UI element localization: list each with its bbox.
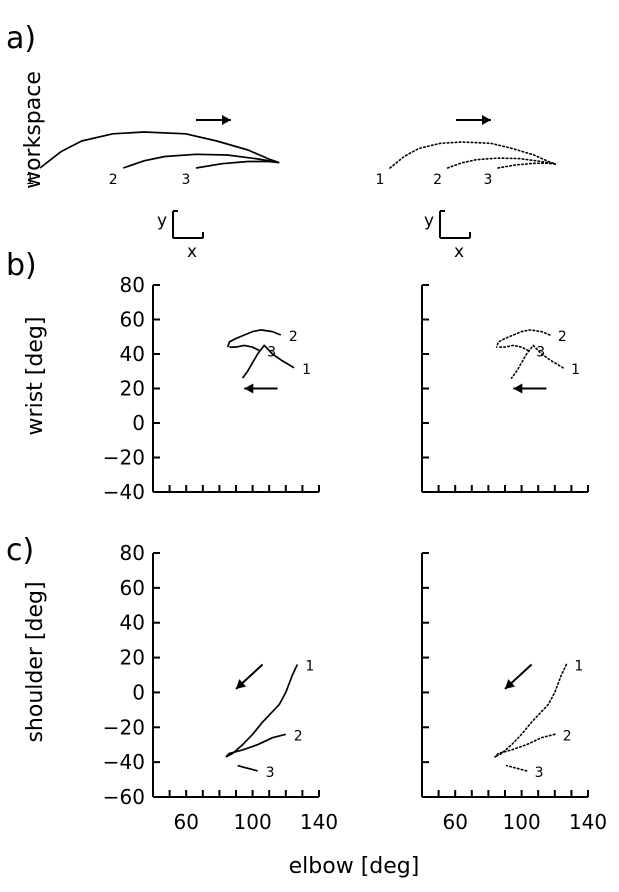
- shoulder-ytick-label: −40: [103, 750, 145, 774]
- wrist-right-series-label-3: 3: [536, 345, 545, 361]
- shoulder-right-series-label-3: 3: [535, 765, 544, 781]
- shoulder-axis-label: shoulder [deg]: [23, 581, 48, 742]
- wrist-ytick-label: 20: [120, 377, 145, 401]
- wrist-right-arrow: [513, 383, 547, 394]
- shoulder-left-xtick-label: 60: [173, 810, 198, 834]
- wrist-ytick-label: 80: [120, 273, 145, 297]
- shoulder-left-series-1: [225, 664, 299, 758]
- shoulder-ytick-label: −20: [103, 715, 145, 739]
- frame-x-label-right: x: [454, 242, 464, 262]
- workspace-label-right-3: 3: [484, 172, 493, 188]
- shoulder-right-series-label-2: 2: [563, 728, 572, 744]
- wrist-right-series-3: [497, 344, 529, 352]
- shoulder-left-xtick-label: 100: [234, 810, 272, 834]
- shoulder-left-arrow: [235, 663, 264, 690]
- wrist-right-series-label-1: 1: [571, 362, 580, 378]
- wrist-right-series-label-2: 2: [558, 329, 567, 345]
- workspace-trajectory-right-3: [497, 162, 557, 169]
- wrist-left-series-2: [226, 329, 282, 348]
- wrist-left-arrow: [244, 383, 278, 394]
- wrist-left-series-label-2: 2: [289, 329, 298, 345]
- shoulder-right-xtick-label: 60: [442, 810, 467, 834]
- shoulder-left-series-label-1: 1: [305, 659, 314, 675]
- shoulder-ytick-label: 40: [120, 611, 145, 635]
- workspace-trajectory-left-2: [122, 153, 280, 169]
- elbow-axis-label: elbow [deg]: [289, 854, 420, 879]
- wrist-left-series-label-1: 1: [302, 362, 311, 378]
- wrist-ytick-label: 40: [120, 342, 145, 366]
- wrist-ytick-label: −20: [103, 446, 145, 470]
- shoulder-right-xtick-label: 100: [503, 810, 541, 834]
- shoulder-left-series-2: [225, 733, 287, 758]
- workspace-trajectory-right-2: [446, 157, 557, 169]
- shoulder-left-series-label-3: 3: [266, 765, 275, 781]
- wrist-right-series-1: [510, 344, 564, 379]
- shoulder-left-series-label-2: 2: [294, 728, 303, 744]
- panel-label-a: a): [6, 21, 36, 56]
- workspace-label-right-2: 2: [433, 172, 442, 188]
- workspace-label-left-1: 1: [26, 172, 35, 188]
- workspace-label-left-2: 2: [109, 172, 118, 188]
- wrist-axis-label: wrist [deg]: [23, 317, 48, 436]
- workspace-axis-label: workspace: [21, 71, 46, 189]
- wrist-right-series-2: [495, 329, 551, 348]
- shoulder-left-series-3: [237, 764, 258, 772]
- workspace-arrow-left: [196, 115, 231, 125]
- workspace-trajectory-left-3: [195, 160, 280, 169]
- workspace-arrow-right: [456, 115, 491, 125]
- panel-label-b: b): [6, 248, 37, 283]
- shoulder-right-arrow: [504, 663, 533, 690]
- panel-label-c: c): [6, 533, 34, 568]
- wrist-left-series-label-3: 3: [267, 345, 276, 361]
- shoulder-right-series-label-1: 1: [574, 659, 583, 675]
- shoulder-ytick-label: 0: [132, 680, 145, 704]
- workspace-label-right-1: 1: [376, 172, 385, 188]
- shoulder-right-xtick-label: 140: [569, 810, 607, 834]
- coordinate-frame-right: y x: [424, 210, 471, 262]
- shoulder-ytick-label: 80: [120, 541, 145, 565]
- shoulder-left-xtick-label: 140: [300, 810, 338, 834]
- shoulder-right-series-1: [494, 663, 568, 758]
- wrist-left-series-3: [229, 344, 260, 352]
- workspace-trajectory-left-1: [39, 131, 280, 169]
- shoulder-ytick-label: −60: [103, 785, 145, 809]
- shoulder-right-series-3: [505, 764, 528, 772]
- workspace-trajectory-right-1: [389, 141, 557, 169]
- wrist-ytick-label: 0: [132, 411, 145, 435]
- wrist-ytick-label: 60: [120, 308, 145, 332]
- wrist-ytick-label: −40: [103, 480, 145, 504]
- workspace-label-left-3: 3: [182, 172, 191, 188]
- frame-x-label-left: x: [187, 242, 197, 262]
- wrist-left-series-1: [241, 344, 295, 379]
- shoulder-right-series-2: [494, 733, 556, 758]
- coordinate-frame-left: y x: [157, 210, 204, 262]
- frame-y-label-left: y: [157, 211, 167, 231]
- shoulder-ytick-label: 60: [120, 576, 145, 600]
- shoulder-ytick-label: 20: [120, 646, 145, 670]
- frame-y-label-right: y: [424, 211, 434, 231]
